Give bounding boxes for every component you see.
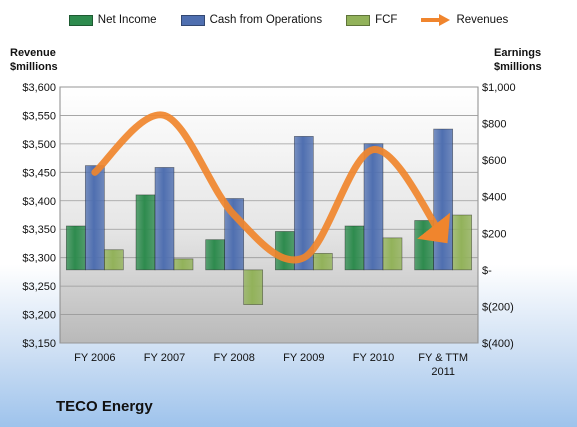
bar-cash-from-operations	[433, 128, 454, 271]
company-name: TECO Energy	[56, 398, 153, 415]
right-axis-title-line1: Earnings	[494, 47, 542, 59]
bar-net-income	[65, 225, 86, 271]
bar-fcf	[382, 237, 403, 271]
legend-label-net-income: Net Income	[97, 14, 157, 26]
category-label: FY 2006	[74, 352, 115, 364]
legend-label-fcf: FCF	[375, 14, 398, 26]
bar-fcf	[243, 269, 264, 305]
legend-arrow-revenues	[421, 14, 451, 26]
right-tick-label: $-	[482, 265, 492, 277]
left-tick-label: $3,350	[22, 224, 56, 236]
legend-item-fcf: FCF	[346, 14, 397, 26]
category-label: FY 2010	[353, 352, 394, 364]
bar-fcf	[173, 258, 194, 271]
left-tick-label: $3,150	[22, 338, 56, 350]
bar-net-income	[344, 225, 365, 271]
category-label: 2011	[431, 366, 455, 378]
left-axis-title-line1: Revenue	[10, 47, 56, 59]
bar-cash-from-operations	[84, 165, 105, 271]
bar-net-income	[135, 194, 156, 271]
left-axis-title: Revenue $millions	[10, 46, 58, 74]
bar-net-income	[414, 220, 435, 271]
bar-cash-from-operations	[363, 143, 384, 271]
revenue-line	[91, 111, 451, 264]
left-axis-title-line2: $millions	[10, 61, 58, 73]
legend-swatch-net-income	[68, 14, 93, 26]
left-tick-label: $3,250	[22, 281, 56, 293]
bar-net-income	[274, 231, 295, 271]
left-tick-label: $3,400	[22, 196, 56, 208]
left-tick-label: $3,550	[22, 110, 56, 122]
bar-net-income	[205, 239, 226, 271]
legend-swatch-fcf	[346, 14, 371, 26]
left-tick-label: $3,200	[22, 310, 56, 322]
left-tick-label: $3,450	[22, 167, 56, 179]
right-axis-title: Earnings $millions	[494, 46, 542, 74]
bar-cash-from-operations	[154, 167, 175, 271]
category-label: FY 2008	[213, 352, 254, 364]
legend-item-cash-from-operations: Cash from Operations	[180, 14, 323, 26]
right-tick-label: $600	[482, 155, 506, 167]
bar-cash-from-operations	[293, 136, 314, 271]
category-label: FY 2009	[283, 352, 324, 364]
category-label: FY & TTM	[418, 352, 468, 364]
plot-area	[59, 86, 479, 344]
right-axis-title-line2: $millions	[494, 61, 542, 73]
legend-label-cash-from-operations: Cash from Operations	[209, 14, 323, 26]
category-label: FY 2007	[144, 352, 185, 364]
bar-fcf	[452, 214, 473, 271]
right-tick-label: $1,000	[482, 82, 516, 94]
right-tick-label: $200	[482, 228, 506, 240]
right-tick-label: $(200)	[482, 301, 514, 313]
left-tick-label: $3,300	[22, 253, 56, 265]
left-tick-label: $3,600	[22, 82, 56, 94]
legend-swatch-cash-from-operations	[180, 14, 205, 26]
legend: Net Income Cash from Operations FCF Reve…	[0, 14, 577, 26]
right-tick-label: $(400)	[482, 338, 514, 350]
legend-label-revenues: Revenues	[456, 14, 509, 26]
bar-fcf	[312, 253, 333, 271]
bar-fcf	[103, 249, 124, 271]
legend-item-net-income: Net Income	[68, 14, 157, 26]
left-tick-label: $3,500	[22, 139, 56, 151]
legend-item-revenues: Revenues	[421, 14, 508, 26]
right-tick-label: $400	[482, 192, 506, 204]
right-tick-label: $800	[482, 119, 506, 131]
